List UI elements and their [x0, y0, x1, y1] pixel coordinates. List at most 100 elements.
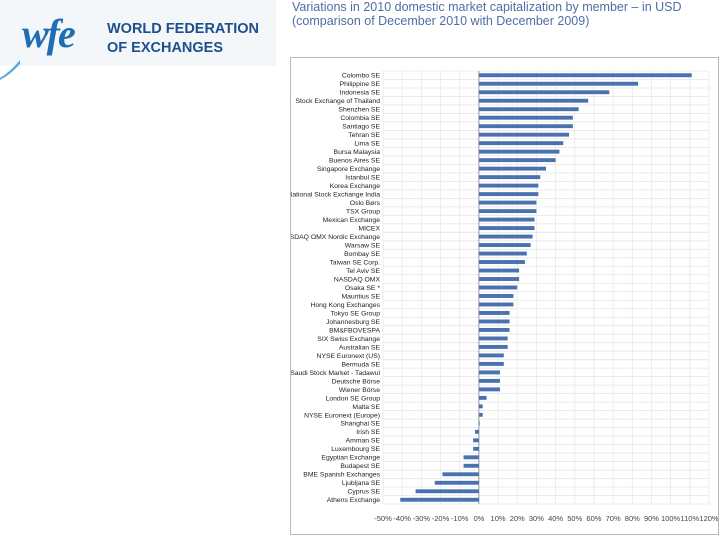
- category-label: Amman SE: [346, 438, 381, 445]
- wfe-logo: wfe WORLD FEDERATION OF EXCHANGES: [0, 0, 276, 66]
- x-tick-label: 0%: [473, 514, 484, 523]
- bar: [478, 115, 573, 120]
- x-tick-label: 40%: [548, 514, 563, 523]
- bar: [478, 243, 531, 248]
- bar: [478, 327, 510, 332]
- x-tick-label: 10%: [491, 514, 506, 523]
- category-label: Warsaw SE: [345, 242, 381, 249]
- category-label: National Stock Exchange India: [291, 192, 380, 199]
- category-label: Philippine SE: [340, 81, 381, 88]
- bar: [478, 395, 487, 400]
- category-label: Mexican Exchange: [323, 217, 381, 224]
- category-label: Tokyo SE Group: [331, 310, 381, 317]
- bar: [478, 421, 480, 426]
- bar: [478, 124, 573, 129]
- category-label: Irish SE: [356, 429, 380, 436]
- category-label: Australian SE: [339, 344, 381, 351]
- bar: [478, 90, 610, 95]
- category-label: Santiago SE: [342, 124, 380, 131]
- category-label: Budapest SE: [340, 463, 380, 470]
- category-label: NASDAQ OMX Nordic Exchange: [291, 234, 380, 241]
- bar: [478, 175, 541, 180]
- x-tick-label: 120%: [699, 514, 718, 523]
- bar: [478, 311, 510, 315]
- bar: [478, 226, 535, 231]
- x-tick-label: 30%: [529, 514, 544, 523]
- x-tick-label: 70%: [606, 514, 621, 523]
- bar: [478, 319, 510, 324]
- category-label: SIX Swiss Exchange: [317, 336, 380, 343]
- category-label: Stock Exchange of Thailand: [295, 98, 380, 105]
- bar: [478, 183, 539, 188]
- bar: [478, 344, 508, 349]
- bar: [478, 141, 564, 146]
- category-label: Egyptian Exchange: [321, 455, 380, 462]
- bar: [473, 438, 479, 443]
- category-label: Malta SE: [352, 404, 380, 411]
- category-label: Lima SE: [354, 141, 380, 148]
- bar: [478, 209, 537, 214]
- x-tick-label: 90%: [644, 514, 659, 523]
- bar: [442, 472, 479, 477]
- wfe-logo-text: WORLD FEDERATION OF EXCHANGES: [107, 20, 259, 58]
- bar: [478, 412, 483, 417]
- category-label: Ljubljana SE: [342, 480, 381, 487]
- category-label: Shanghai SE: [340, 421, 380, 428]
- x-tick-label: 60%: [586, 514, 601, 523]
- bar: [478, 260, 525, 264]
- category-label: NASDAQ OMX: [334, 276, 381, 283]
- x-tick-label: -30%: [413, 514, 431, 523]
- category-label: Johannesburg SE: [326, 319, 381, 326]
- chart-title-line-1: Variations in 2010 domestic market capit…: [292, 0, 682, 14]
- category-label: Bursa Malaysia: [334, 149, 381, 156]
- bar: [478, 200, 537, 205]
- bar: [478, 217, 535, 222]
- bar: [478, 370, 500, 375]
- category-label: BM&FBOVESPA: [329, 327, 380, 334]
- bar: [463, 455, 479, 460]
- category-label: Korea Exchange: [330, 183, 380, 190]
- category-label: Indonesia SE: [340, 90, 381, 97]
- bar: [415, 489, 479, 494]
- bar: [478, 107, 579, 112]
- bar: [434, 480, 479, 485]
- category-label: Taiwan SE Corp.: [329, 259, 380, 266]
- bar: [478, 404, 483, 409]
- x-tick-label: -40%: [393, 514, 411, 523]
- category-label: Deutsche Börse: [332, 378, 381, 385]
- category-label: Cyprus SE: [348, 489, 381, 496]
- chart-title-line-2: (comparison of December 2010 with Decemb…: [292, 14, 590, 28]
- x-tick-label: 100%: [661, 514, 681, 523]
- wfe-logo-mark: wfe: [22, 11, 76, 56]
- category-label: Mauritius SE: [341, 293, 380, 300]
- x-tick-label: -20%: [432, 514, 450, 523]
- category-label: Luxembourg SE: [331, 446, 380, 453]
- bar: [478, 302, 514, 307]
- bar: [478, 268, 520, 273]
- category-label: Buenos Aires SE: [329, 158, 380, 165]
- logo-line-1: WORLD FEDERATION: [107, 21, 259, 37]
- category-label: London SE Group: [326, 395, 381, 402]
- x-tick-label: -50%: [374, 514, 392, 523]
- category-label: Bermuda SE: [341, 361, 380, 368]
- category-label: NYSE Euronext (Europe): [304, 412, 380, 419]
- bar: [478, 166, 546, 171]
- x-tick-label: -10%: [451, 514, 469, 523]
- bar: [478, 294, 514, 298]
- category-label: TSX Group: [346, 208, 380, 215]
- category-label: Bombay SE: [344, 251, 380, 258]
- category-label: Oslo Børs: [350, 200, 381, 207]
- category-label: Singapore Exchange: [317, 166, 380, 173]
- category-label: Tel Aviv SE: [346, 268, 380, 275]
- x-tick-label: 50%: [567, 514, 582, 523]
- bar: [478, 361, 504, 366]
- category-label: Tehran SE: [348, 132, 380, 139]
- bar: [475, 429, 479, 434]
- bar: [478, 277, 520, 281]
- x-tick-label: 20%: [510, 514, 525, 523]
- bar: [463, 463, 479, 468]
- category-label: Shenzhen SE: [338, 107, 380, 114]
- category-label: MICEX: [358, 225, 380, 232]
- category-label: Colombia SE: [340, 115, 380, 122]
- bar: [478, 336, 508, 341]
